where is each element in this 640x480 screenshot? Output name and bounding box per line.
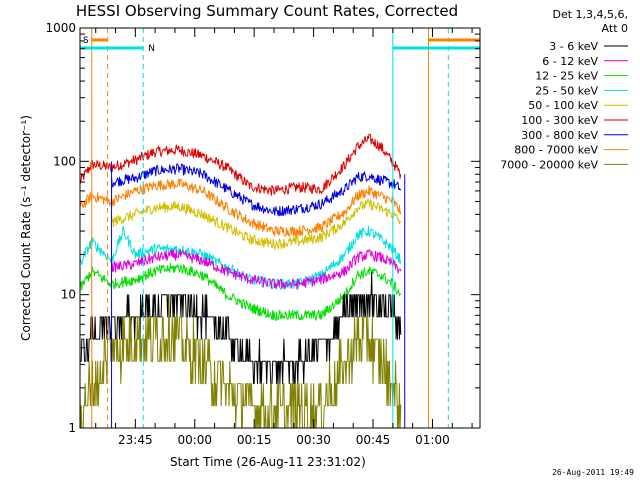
series-line-1 — [111, 163, 402, 217]
y-tick-label-1: 10 — [61, 288, 76, 302]
x-tick-label-2: 00:15 — [237, 433, 272, 447]
legend-header-line1: Det 1,3,4,5,6, — [552, 8, 628, 21]
legend-header-line2: Att 0 — [602, 22, 628, 35]
legend-label-1: 6 - 12 keV — [542, 55, 598, 68]
y-tick-label-2: 100 — [53, 154, 76, 168]
series-line-2 — [79, 178, 402, 237]
series-line-7 — [79, 271, 402, 385]
series-line-8 — [79, 294, 402, 429]
legend-label-7: 800 - 7000 keV — [514, 144, 598, 157]
legend-label-3: 25 - 50 keV — [535, 84, 598, 97]
series-line-0 — [79, 133, 402, 196]
night-label: N — [148, 44, 155, 54]
legend-label-0: 3 - 6 keV — [549, 40, 598, 53]
x-axis-label: Start Time (26-Aug-11 23:31:02) — [170, 455, 366, 469]
series-line-3 — [111, 198, 402, 250]
x-tick-label-4: 00:45 — [356, 433, 391, 447]
x-tick-label-1: 00:00 — [177, 433, 212, 447]
legend-label-2: 12 - 25 keV — [535, 70, 598, 83]
legend-label-4: 50 - 100 keV — [528, 99, 598, 112]
plot-frame — [79, 27, 481, 429]
axes: Start Time (26-Aug-11 23:31:02) Correcte… — [19, 21, 481, 469]
y-tick-label-3: 1000 — [45, 21, 76, 35]
legend-label-6: 300 - 800 keV — [521, 129, 598, 142]
series-line-6 — [79, 263, 402, 321]
series-line-5 — [111, 249, 402, 290]
x-tick-label-5: 01:00 — [415, 433, 450, 447]
x-tick-label-3: 00:30 — [296, 433, 331, 447]
y-tick-label-0: 1 — [68, 421, 76, 435]
footer-timestamp: 26-Aug-2011 19:49 — [552, 468, 634, 477]
plot-area: SN — [79, 28, 480, 429]
legend: Det 1,3,4,5,6, Att 0 3 - 6 keV 6 - 12 keV… — [500, 8, 628, 171]
saa-label: S — [83, 36, 89, 46]
y-axis-label: Corrected Count Rate (s⁻¹ detector⁻¹) — [19, 115, 33, 341]
x-tick-label-0: 23:45 — [118, 433, 153, 447]
chart-title: HESSI Observing Summary Count Rates, Cor… — [76, 2, 458, 20]
legend-label-5: 100 - 300 keV — [521, 114, 598, 127]
legend-label-8: 7000 - 20000 keV — [500, 158, 598, 171]
